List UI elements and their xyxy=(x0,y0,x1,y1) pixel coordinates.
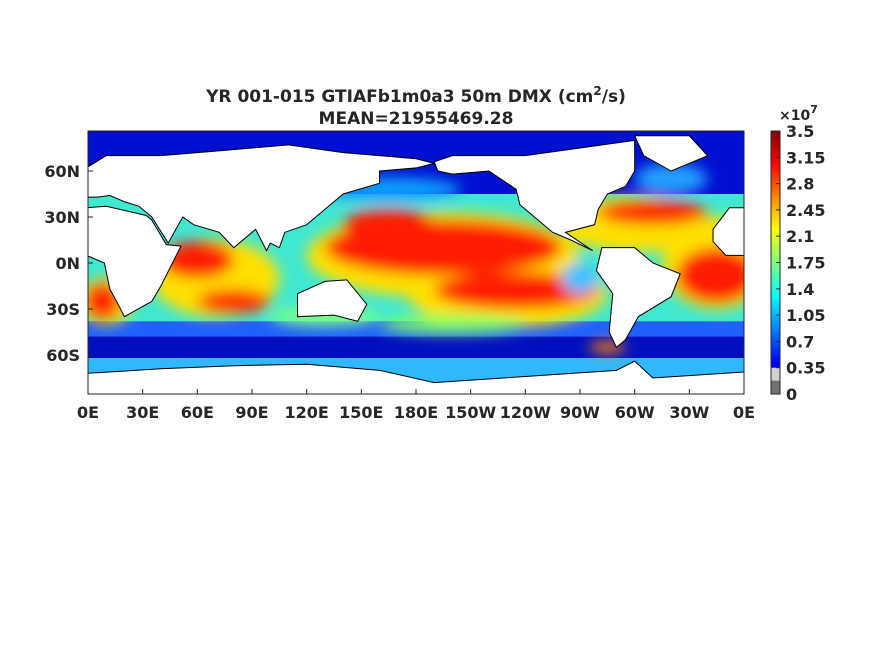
colorbar-tick-label: 1.75 xyxy=(786,254,825,273)
y-tick-label: 60S xyxy=(46,346,80,365)
land-mass xyxy=(88,144,435,252)
x-tick-label: 30W xyxy=(669,403,709,422)
x-tick-label: 150W xyxy=(445,403,496,422)
field-blob xyxy=(379,315,526,334)
colorbar-tick-label: 3.5 xyxy=(786,122,814,141)
x-tick-label: 180E xyxy=(394,403,438,422)
land-mass xyxy=(88,205,182,318)
x-tick-label: 60W xyxy=(615,403,655,422)
colorbar-tick-label: 2.1 xyxy=(786,227,814,246)
x-tick-label: 90W xyxy=(560,403,600,422)
field-blob xyxy=(343,209,435,241)
x-tick-label: 0E xyxy=(733,403,755,422)
y-tick-label: 60N xyxy=(44,162,80,181)
land-mass xyxy=(595,247,681,349)
land-mass xyxy=(88,360,744,394)
y-tick-label: 30N xyxy=(44,208,80,227)
field-band xyxy=(88,336,744,359)
land-mass xyxy=(433,139,636,252)
x-tick-label: 90E xyxy=(235,403,268,422)
title-line-1: YR 001-015 GTIAFb1m0a3 50m DMX (cm2/s) xyxy=(205,84,626,107)
x-tick-label: 120E xyxy=(285,403,329,422)
multiplier-base: ×10 xyxy=(779,108,810,124)
x-tick-label: 60E xyxy=(181,403,214,422)
land-mass xyxy=(633,135,709,172)
colorbar-tick-label: 2.8 xyxy=(786,175,814,194)
colorbar-under xyxy=(771,367,780,381)
colorbar-tick-label: 0.35 xyxy=(786,359,825,378)
field-blob xyxy=(434,272,599,309)
x-tick-label: 0E xyxy=(77,403,99,422)
field-blob xyxy=(197,289,271,314)
land-mass xyxy=(297,279,368,322)
colorbar-tick-label: 0.7 xyxy=(786,332,814,351)
multiplier-exponent: 7 xyxy=(810,103,818,116)
title-text: YR 001-015 GTIAFb1m0a3 50m DMX (cm xyxy=(205,87,593,107)
colorbar xyxy=(771,131,780,394)
x-tick-label: 30E xyxy=(126,403,159,422)
title-superscript: 2 xyxy=(593,84,601,98)
title-line-2: MEAN=21955469.28 xyxy=(319,109,514,129)
colorbar-tick-label: 2.45 xyxy=(786,201,825,220)
field-blob xyxy=(561,263,599,294)
land xyxy=(88,131,744,394)
field-blob xyxy=(676,247,744,303)
colorbar-tick-label: 1.4 xyxy=(786,280,814,299)
field-blob xyxy=(598,200,708,225)
field-blob xyxy=(634,163,708,195)
colorbar-tick-label: 1.05 xyxy=(786,306,825,325)
y-tick-label: 30S xyxy=(46,300,80,319)
colorbar-tick-label: 0 xyxy=(786,385,797,404)
colorbar-tick-label: 3.15 xyxy=(786,148,825,167)
x-tick-label: 150E xyxy=(339,403,383,422)
colorbar-under xyxy=(771,380,780,394)
land-mass xyxy=(712,207,744,256)
y-tick-label: 0N xyxy=(55,254,80,273)
colorbar-multiplier: ×107 xyxy=(779,103,818,124)
x-tick-label: 120W xyxy=(500,403,551,422)
title-text: /s) xyxy=(602,87,626,107)
